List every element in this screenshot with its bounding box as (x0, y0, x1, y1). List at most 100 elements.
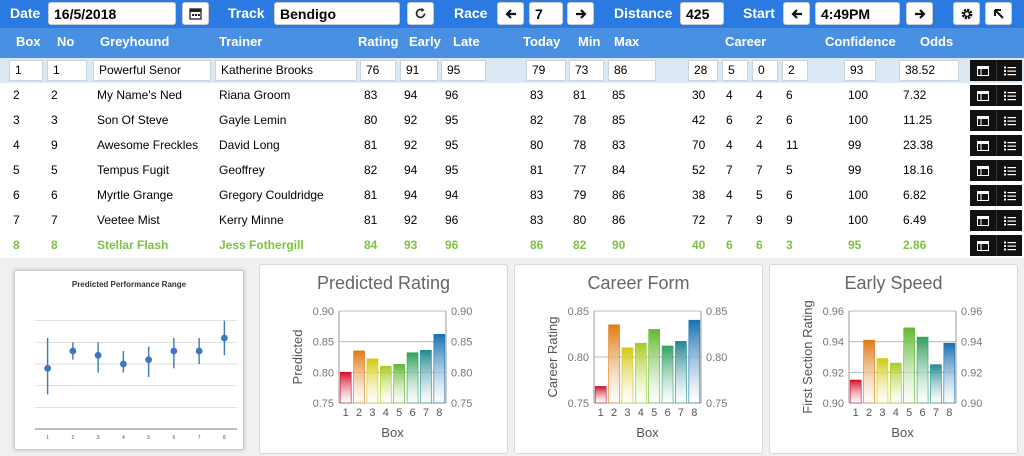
table-row[interactable]: 1 1 Powerful Senor Katherine Brooks 76 91 95 79… (0, 58, 1024, 83)
table-row[interactable]: 6 6 Myrtle Grange Gregory Couldridge 81 94 94 8… (0, 183, 1024, 208)
bar-box-7 (420, 349, 432, 404)
table-view-icon[interactable] (970, 185, 996, 206)
date-field[interactable]: 16/5/2018 (48, 2, 176, 25)
cell-max: 83 (612, 138, 626, 152)
col-greyhound[interactable]: Greyhound (100, 34, 170, 49)
list-view-icon[interactable] (996, 135, 1022, 156)
gear-icon[interactable] (953, 2, 980, 25)
cell-rating: 81 (364, 138, 378, 152)
table-view-icon[interactable] (970, 160, 996, 181)
refresh-icon[interactable] (407, 2, 434, 25)
cell-trainer[interactable]: Katherine Brooks (215, 60, 357, 81)
table-row[interactable]: 4 9 Awesome Freckles David Long 81 92 95 80 78 83… (0, 133, 1024, 158)
cell-confidence[interactable]: 93 (844, 60, 876, 81)
table-row[interactable]: 3 3 Son Of Steve Gayle Lemin 80 92 95 82 78 85 42 6… (0, 108, 1024, 133)
bar-box-1 (594, 386, 607, 404)
list-view-icon[interactable] (996, 60, 1022, 81)
y-tick-right: 0.90 (451, 306, 472, 318)
cell-c2: 6 (726, 113, 733, 127)
distance-field[interactable]: 425 (680, 2, 724, 25)
bar-box-3 (876, 358, 889, 404)
cell-early[interactable]: 91 (400, 60, 438, 81)
table-view-icon[interactable] (970, 110, 996, 131)
cell-box: 3 (13, 113, 20, 127)
track-field[interactable]: Bendigo (274, 2, 400, 25)
pointer-icon[interactable] (985, 2, 1012, 25)
cell-c1[interactable]: 28 (688, 60, 718, 81)
x-axis-label: Box (636, 425, 659, 440)
start-prev-icon[interactable] (783, 2, 810, 25)
cell-box[interactable]: 1 (9, 60, 43, 81)
table-view-icon[interactable] (970, 210, 996, 231)
table-view-icon[interactable] (970, 85, 996, 106)
col-trainer[interactable]: Trainer (219, 34, 263, 49)
cell-today: 80 (530, 138, 544, 152)
bar-box-2 (863, 339, 875, 404)
row-actions (970, 110, 1022, 131)
col-max[interactable]: Max (614, 34, 640, 49)
table-row[interactable]: 8 8 Stellar Flash Jess Fothergill 84 93 96 86 82… (0, 233, 1024, 258)
table-row[interactable]: 5 5 Tempus Fugit Geoffrey 82 94 95 81 77 84 52 7 7 5 9… (0, 158, 1024, 183)
cell-c4: 6 (786, 113, 793, 127)
col-early[interactable]: Early (409, 34, 441, 49)
cell-rating: 83 (364, 88, 378, 102)
cell-no[interactable]: 1 (47, 60, 87, 81)
cell-max[interactable]: 86 (608, 60, 656, 81)
x-tick: 8 (946, 407, 952, 419)
x-tick: 5 (396, 407, 402, 419)
start-time-field[interactable]: 4:49PM (815, 2, 900, 25)
cell-late[interactable]: 95 (441, 60, 486, 81)
race-field[interactable]: 7 (529, 2, 563, 25)
start-next-icon[interactable] (906, 2, 933, 25)
row-actions (970, 60, 1022, 81)
range-point (170, 347, 178, 355)
table-view-icon[interactable] (970, 135, 996, 156)
col-no[interactable]: No (57, 34, 75, 49)
list-view-icon[interactable] (996, 160, 1022, 181)
cell-today[interactable]: 79 (526, 60, 566, 81)
table-view-icon[interactable] (970, 60, 996, 81)
top-toolbar: Date 16/5/2018 Track Bendigo Race 7 Dist… (0, 0, 1024, 28)
cell-no: 5 (51, 163, 58, 177)
range-point (69, 347, 77, 355)
list-view-icon[interactable] (996, 185, 1022, 206)
greyhound-table: 1 1 Powerful Senor Katherine Brooks 76 91 95 79… (0, 58, 1024, 258)
cell-trainer: Jess Fothergill (219, 238, 304, 252)
col-confidence[interactable]: Confidence (825, 34, 896, 49)
calendar-icon[interactable] (182, 2, 209, 25)
cell-c3: 4 (756, 138, 763, 152)
col-career[interactable]: Career (725, 34, 767, 49)
arrow-left-icon[interactable] (497, 2, 524, 25)
cell-name[interactable]: Powerful Senor (93, 60, 211, 81)
table-view-icon[interactable] (970, 235, 996, 256)
cell-late: 96 (445, 238, 459, 252)
col-box[interactable]: Box (16, 34, 41, 49)
cell-min[interactable]: 73 (569, 60, 604, 81)
col-min[interactable]: Min (578, 34, 601, 49)
range-point (195, 347, 203, 355)
cell-c3[interactable]: 0 (752, 60, 778, 81)
cell-c2[interactable]: 5 (722, 60, 748, 81)
col-late[interactable]: Late (453, 34, 480, 49)
cell-min: 81 (573, 88, 587, 102)
cell-today: 86 (530, 238, 544, 252)
cell-c4[interactable]: 2 (782, 60, 808, 81)
col-today[interactable]: Today (523, 34, 561, 49)
table-row[interactable]: 7 7 Veetee Mist Kerry Minne 81 92 96 83 80 86 72 7 9… (0, 208, 1024, 233)
col-rating[interactable]: Rating (358, 34, 399, 49)
col-odds[interactable]: Odds (920, 34, 954, 49)
list-view-icon[interactable] (996, 110, 1022, 131)
arrow-right-icon[interactable] (567, 2, 594, 25)
cell-rating[interactable]: 76 (360, 60, 396, 81)
range-point (44, 364, 52, 372)
cell-odds[interactable]: 38.52 (899, 60, 959, 81)
list-view-icon[interactable] (996, 235, 1022, 256)
cell-late: 95 (445, 113, 459, 127)
list-view-icon[interactable] (996, 85, 1022, 106)
row-actions (970, 160, 1022, 181)
x-tick: 5 (651, 407, 657, 419)
list-view-icon[interactable] (996, 210, 1022, 231)
race-label: Race (454, 5, 488, 21)
table-row[interactable]: 2 2 My Name's Ned Riana Groom 83 94 96 83 81 85 30… (0, 83, 1024, 108)
cell-odds: 23.38 (903, 138, 934, 152)
